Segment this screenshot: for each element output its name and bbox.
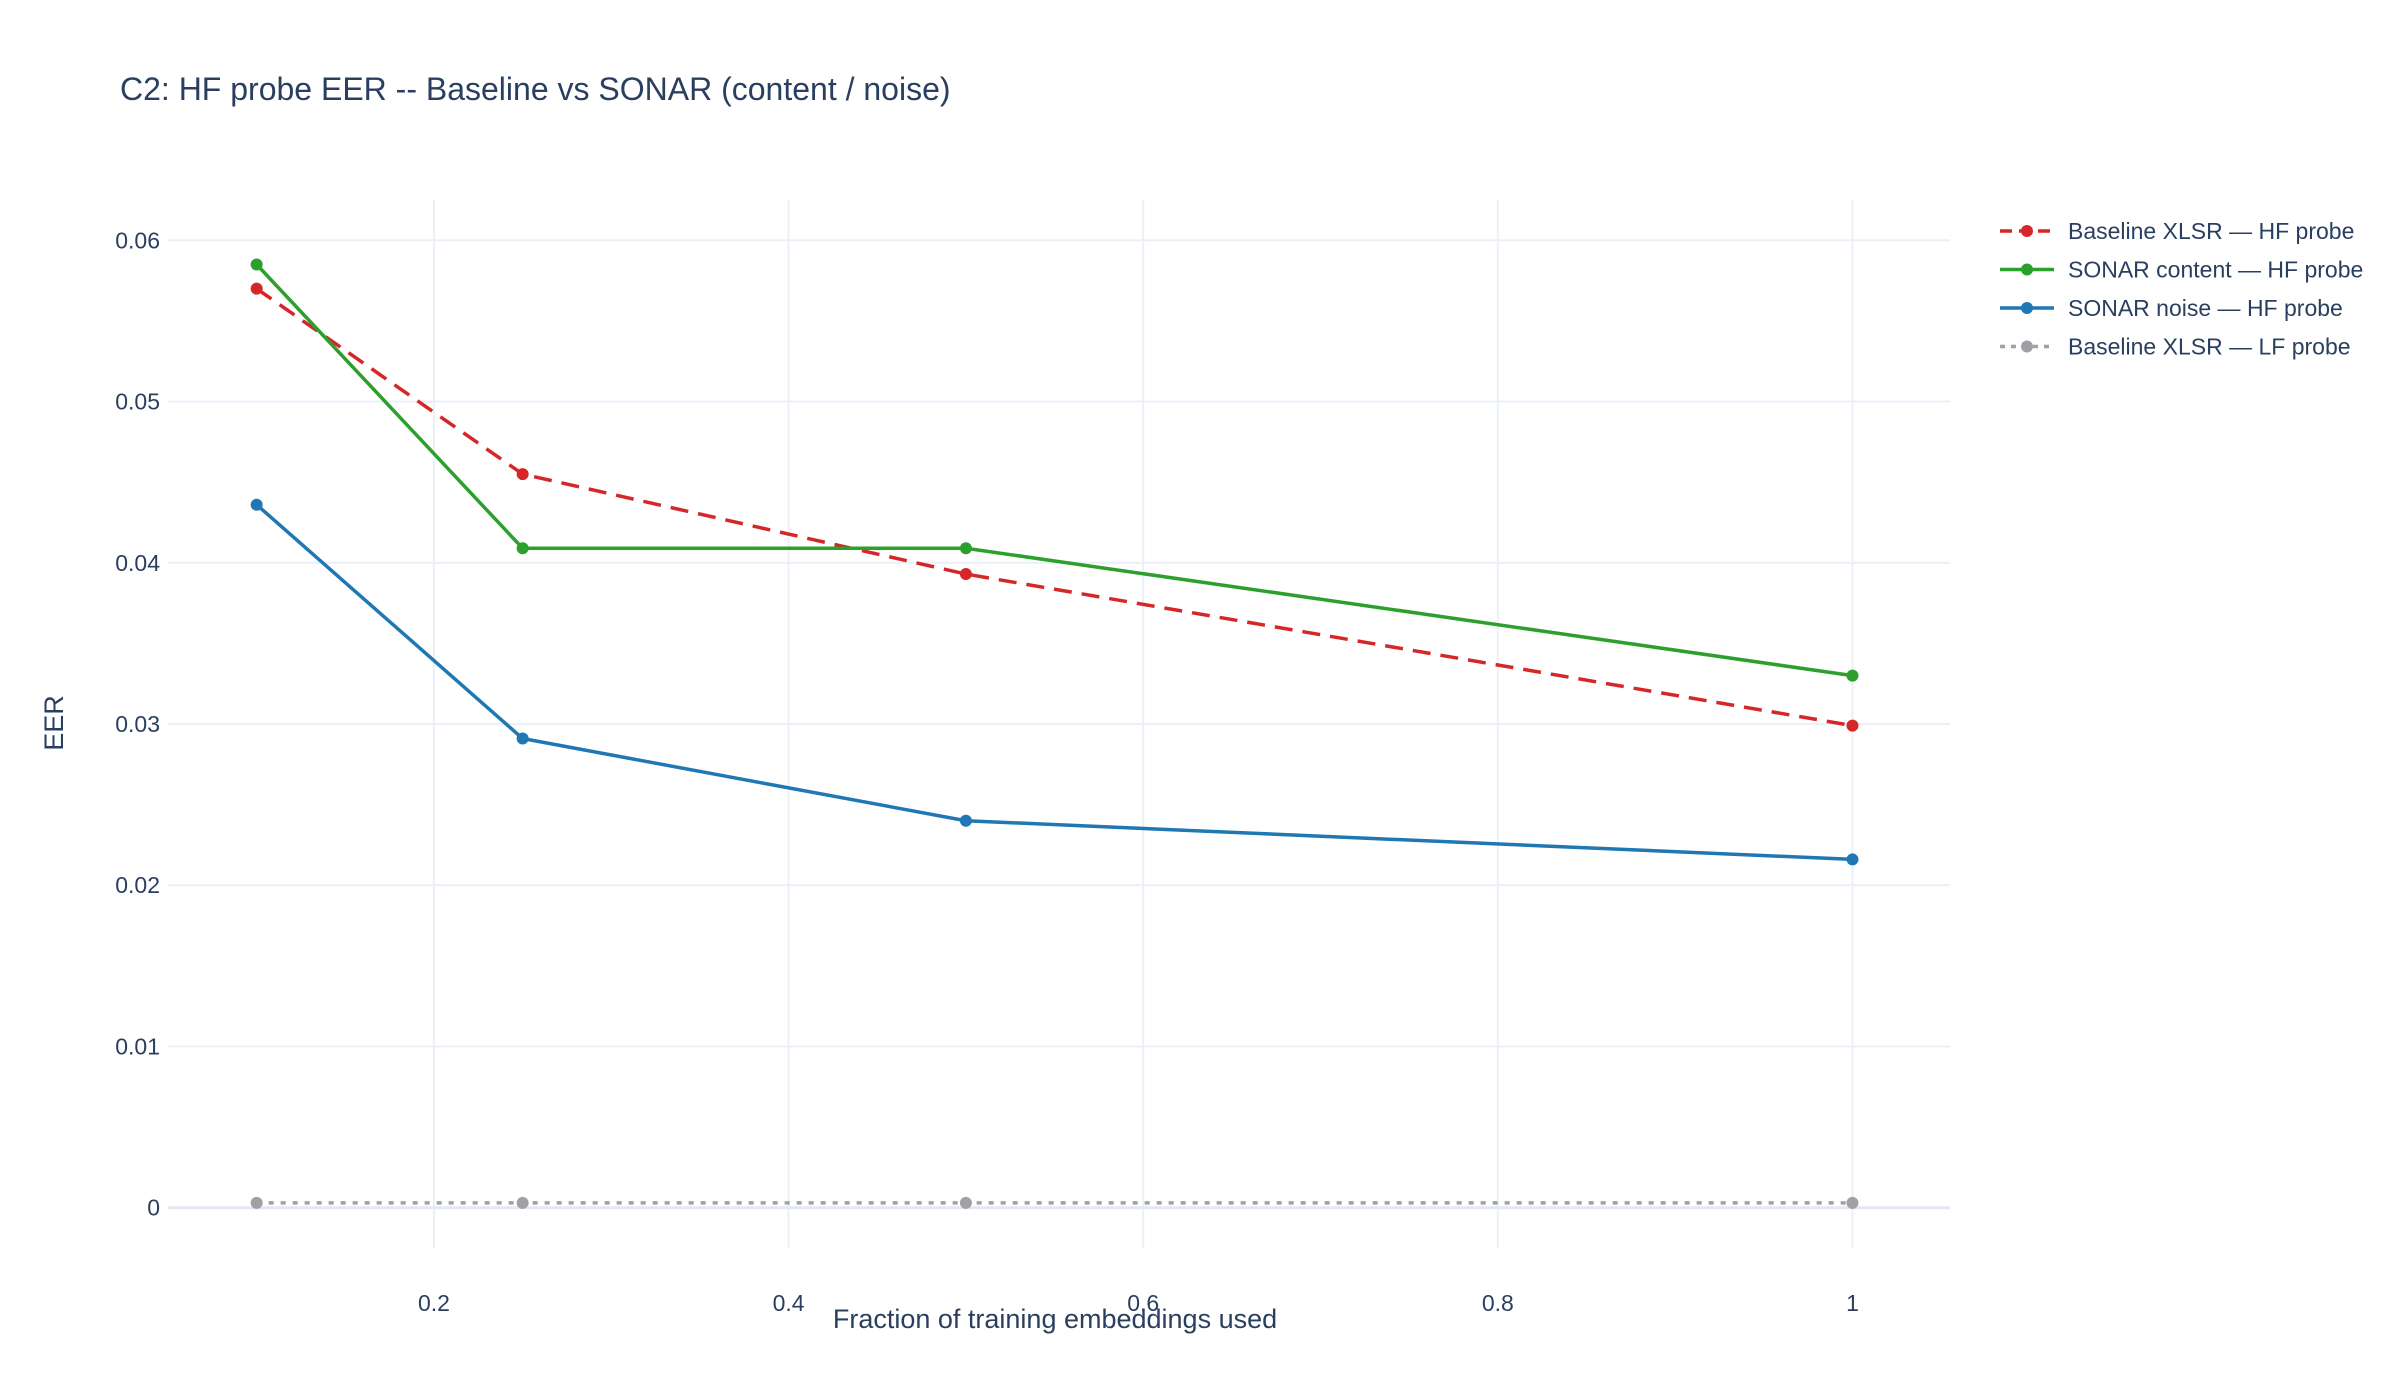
series-0 [250, 282, 1859, 732]
series-line [255, 263, 1853, 678]
y-tick-label: 0.01 [115, 1033, 160, 1059]
series-line [255, 503, 1853, 862]
y-tick-label: 0.04 [115, 550, 160, 576]
data-point [959, 1196, 972, 1209]
x-tick-label: 0.8 [1482, 1290, 1514, 1316]
data-point [250, 498, 263, 511]
legend-item: SONAR content — HF probe [2000, 257, 2363, 283]
legend: Baseline XLSR — HF probe SONAR content — … [2000, 218, 2363, 360]
series-layer [250, 258, 1859, 1209]
series-1 [250, 258, 1859, 682]
y-tick-label: 0.06 [115, 227, 160, 253]
data-point [516, 732, 529, 745]
x-axis-title: Fraction of training embeddings used [833, 1304, 1277, 1334]
data-point [516, 542, 529, 555]
x-tick-label: 0.4 [773, 1290, 805, 1316]
y-tick-label: 0 [147, 1195, 160, 1221]
data-point [1846, 853, 1859, 866]
series-3 [250, 1196, 1859, 1209]
legend-label: Baseline XLSR — HF probe [2068, 218, 2354, 244]
y-tick-label: 0.05 [115, 389, 160, 415]
ticks: 0.2 0.4 0.6 0.8 1 0 0.01 0.02 0.03 0.04 0.05 0.06 [115, 227, 1859, 1316]
legend-swatch-marker [2021, 302, 2033, 314]
legend-swatch-marker [2021, 263, 2033, 276]
legend-swatch-marker [2021, 225, 2033, 237]
x-tick-label: 1 [1846, 1290, 1859, 1316]
legend-item: SONAR noise — HF probe [2000, 295, 2343, 321]
chart-title: C2: HF probe EER -- Baseline vs SONAR (c… [120, 71, 951, 107]
data-point [250, 282, 263, 295]
y-tick-label: 0.03 [115, 711, 160, 737]
legend-swatch-marker [2021, 340, 2033, 353]
data-point [1846, 1196, 1859, 1209]
legend-label: SONAR content — HF probe [2068, 257, 2363, 283]
series-line [255, 287, 1853, 728]
x-tick-label: 0.2 [418, 1290, 450, 1316]
grid [168, 200, 1950, 1248]
series-2 [250, 498, 1859, 866]
legend-item: Baseline XLSR — HF probe [2000, 218, 2354, 244]
y-axis-title: EER [39, 695, 69, 751]
data-point [959, 542, 972, 555]
data-point [516, 468, 529, 481]
data-point [959, 814, 972, 827]
data-point [1846, 669, 1859, 682]
legend-label: SONAR noise — HF probe [2068, 295, 2343, 321]
data-point [1846, 719, 1859, 732]
x-tick-label: 0.6 [1127, 1290, 1159, 1316]
legend-item: Baseline XLSR — LF probe [2000, 334, 2351, 360]
legend-label: Baseline XLSR — LF probe [2068, 334, 2351, 360]
data-point [959, 568, 972, 581]
data-point [250, 258, 263, 271]
data-point [250, 1196, 263, 1209]
data-point [516, 1196, 529, 1209]
y-tick-label: 0.02 [115, 872, 160, 898]
